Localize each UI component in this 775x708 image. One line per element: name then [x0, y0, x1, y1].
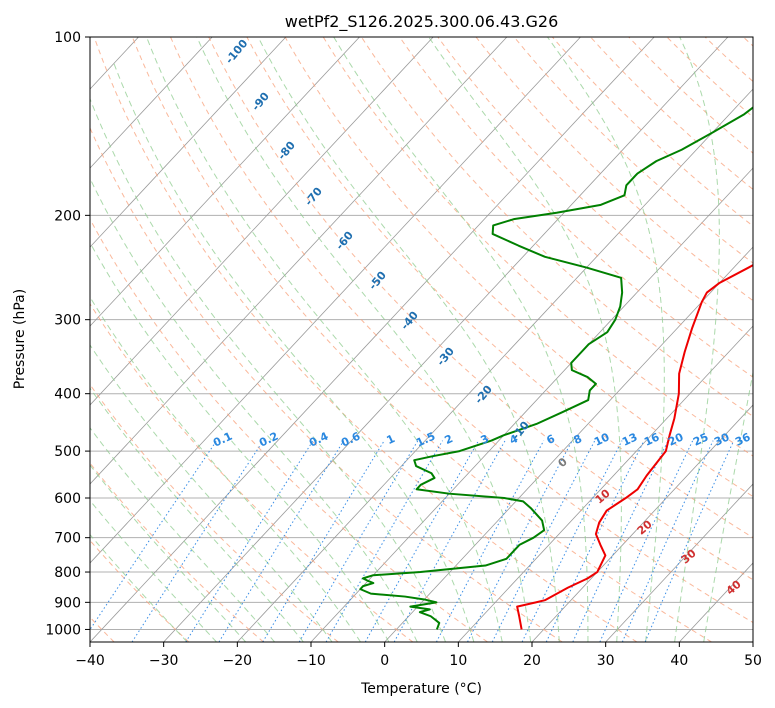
y-tick-label: 500: [54, 444, 81, 460]
mixing-ratio-line: [298, 440, 419, 642]
dry-adiabat-line: [475, 37, 753, 302]
dry-adiabat-line: [90, 126, 563, 642]
isotherm-line: [90, 37, 508, 485]
dry-adiabat-line: [131, 37, 712, 642]
y-tick-label: 300: [54, 313, 81, 329]
mixing-ratio-line: [325, 440, 444, 642]
moist-adiabat-line: [90, 296, 361, 642]
axes: −40 −30 −20 −10 0 10 20 30 40 50 1000 900 800 700 600 5…: [45, 30, 762, 669]
mixing-ratio-line: [621, 440, 714, 642]
x-tick-label: −10: [296, 653, 326, 669]
mixing-ratio-line: [218, 440, 345, 642]
mixing-ratio-line: [393, 440, 506, 642]
moist-adiabat-line: [146, 37, 503, 642]
moist-adiabat-line: [90, 177, 418, 642]
isotherm-line: [163, 37, 729, 642]
moist-adiabat-line: [196, 37, 532, 642]
dry-adiabat-line: [322, 37, 753, 457]
plot-area: -100-90-80-70-60-50-40-30-20-10010203040…: [0, 37, 753, 642]
y-tick-label: 1000: [45, 622, 81, 638]
x-axis-label: Temperature (°C): [360, 681, 482, 697]
moist-adiabat-line: [90, 387, 304, 642]
mixing-ratio-line: [131, 440, 264, 642]
mixing-ratio-line: [262, 440, 385, 642]
dry-adiabat-line: [437, 37, 753, 340]
x-tick-label: 30: [597, 653, 615, 669]
temperature-profile-line: [516, 264, 753, 630]
isotherm-line: [384, 246, 753, 642]
y-tick-label: 600: [54, 491, 81, 507]
plot-frame: [89, 36, 754, 643]
moist-adiabat-line: [257, 37, 560, 642]
mixing-ratio-line: [90, 440, 218, 631]
x-tick-label: −20: [223, 653, 253, 669]
x-tick-label: 40: [670, 653, 688, 669]
isotherm-line: [531, 404, 753, 642]
dry-adiabat-line: [90, 302, 414, 642]
moist-adiabat-line: [703, 369, 753, 642]
mixing-ratio-line: [185, 440, 314, 642]
y-tick-label: 100: [54, 30, 81, 46]
isotherm-line: [237, 88, 753, 642]
isotherm-line: [605, 483, 753, 642]
y-tick-label: 800: [54, 565, 81, 581]
moist-adiabat-line: [333, 37, 589, 642]
dry-adiabat-line: [90, 462, 264, 642]
isotherm-line: [0, 37, 65, 642]
mixing-ratio-line: [364, 440, 480, 642]
dry-adiabat-line: [90, 218, 488, 642]
mixing-ratio-line: [644, 440, 735, 642]
mixing-ratio-line: [521, 440, 623, 642]
dry-adiabat-line: [93, 37, 638, 642]
dry-adiabat-line: [208, 37, 753, 581]
isotherm-line: [458, 325, 753, 642]
mixing-ratio-label: 16: [642, 430, 662, 448]
isotherm-line: [90, 37, 213, 169]
mixing-ratio-label: 25: [691, 430, 710, 448]
x-tick-label: 50: [744, 653, 762, 669]
y-axis-label: Pressure (hPa): [12, 289, 28, 389]
isotherm-line: [90, 37, 581, 564]
mixing-ratio-label: 10: [592, 430, 612, 448]
x-tick-label: 20: [523, 653, 541, 669]
x-tick-label: 0: [380, 653, 389, 669]
mixing-ratio-label: 36: [733, 430, 753, 448]
dewpoint-profile-line: [359, 106, 753, 630]
moist-adiabat-line: [547, 37, 665, 642]
isotherm-line: [310, 167, 753, 642]
y-tick-label: 400: [54, 387, 81, 403]
mixing-ratio-label: 13: [620, 430, 639, 448]
moist-adiabat-line: [674, 37, 720, 642]
x-tick-label: −30: [149, 653, 179, 669]
dry-adiabat-line: [361, 37, 753, 417]
mixing-ratio-line: [599, 440, 694, 642]
moist-adiabat-line: [90, 344, 333, 642]
isotherm-line: [752, 641, 753, 642]
mixing-ratio-label: 30: [712, 430, 732, 448]
isotherm-line: [90, 37, 360, 327]
y-tick-label: 200: [54, 208, 81, 224]
moist-adiabat-line: [90, 499, 217, 642]
moist-adiabat-line: [90, 241, 390, 642]
mixing-ratio-label: 20: [666, 430, 686, 448]
chart-title: wetPf2_S126.2025.300.06.43.G26: [285, 12, 559, 32]
x-tick-label: 10: [449, 653, 467, 669]
dry-adiabat-line: [170, 37, 753, 624]
isotherm-line: [90, 37, 287, 248]
y-tick-label: 700: [54, 531, 81, 547]
moist-adiabat-line: [112, 61, 475, 642]
y-tick-label: 900: [54, 595, 81, 611]
x-tick-label: −40: [75, 653, 105, 669]
plot-background: [90, 37, 753, 642]
